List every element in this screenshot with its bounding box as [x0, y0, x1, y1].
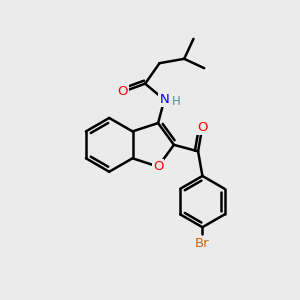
Text: O: O — [117, 85, 128, 98]
Text: H: H — [172, 95, 181, 108]
Text: Br: Br — [195, 238, 210, 250]
Text: N: N — [160, 93, 169, 106]
Text: O: O — [153, 160, 163, 173]
Text: O: O — [197, 121, 208, 134]
